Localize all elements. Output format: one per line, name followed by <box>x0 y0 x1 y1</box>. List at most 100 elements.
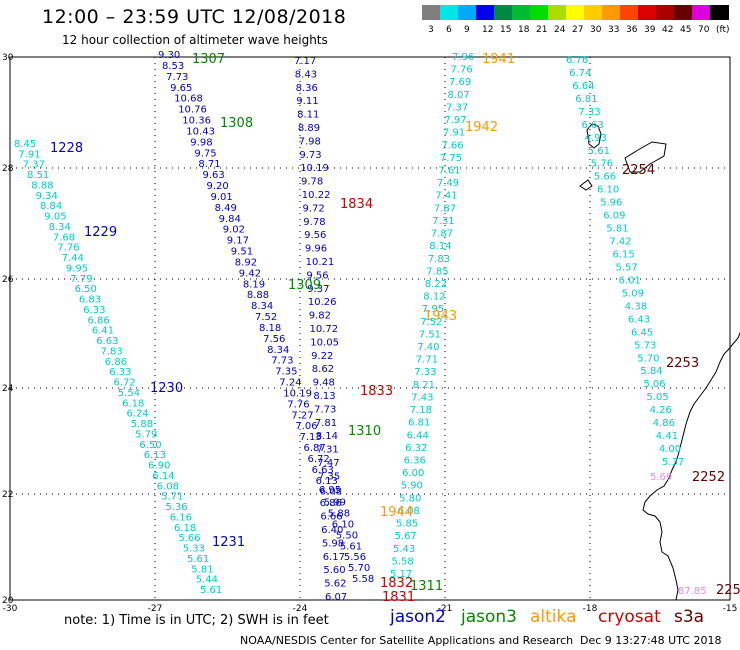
pass-time-label: 1230 <box>150 381 183 396</box>
wave-height-value: 6.08 <box>398 506 420 517</box>
wave-height-value: 5.33 <box>183 544 205 555</box>
wave-height-value: 9.34 <box>36 191 58 202</box>
scale-swatch <box>530 5 549 20</box>
wave-height-value: 6.32 <box>405 443 427 454</box>
wave-height-value: 6.87 <box>304 443 326 454</box>
pass-time-label: 1834 <box>340 197 373 212</box>
scale-label: 21 <box>536 25 548 35</box>
page-subtitle: 12 hour collection of altimeter wave hei… <box>62 33 328 47</box>
wave-height-value: 8.53 <box>162 61 184 72</box>
wave-height-value: 7.33 <box>578 107 600 118</box>
scale-label: 70 <box>698 25 710 35</box>
pass-time-label: 1944 <box>380 505 413 520</box>
wave-height-value: 5.81 <box>606 224 628 235</box>
y-tick-label: 30 <box>2 53 14 63</box>
wave-height-value: 8.34 <box>251 301 273 312</box>
wave-height-value: 7.97 <box>444 115 466 126</box>
wave-height-value: 5.61 <box>588 146 610 157</box>
wave-height-value: 87.85 <box>678 586 707 597</box>
wave-height-value: 7.40 <box>417 342 439 353</box>
wave-height-value: 10.21 <box>306 257 335 268</box>
wave-height-value: 8.12 <box>423 292 445 303</box>
pass-time-label: 1310 <box>348 424 381 439</box>
wave-height-value: 9.98 <box>190 137 212 148</box>
pass-time-label: 1309 <box>288 278 321 293</box>
wave-height-value: 9.82 <box>309 311 331 322</box>
wave-height-value: 10.19 <box>283 388 312 399</box>
scale-swatch <box>512 5 531 20</box>
wave-height-value: 8.07 <box>448 90 470 101</box>
wave-height-value: 7.83 <box>101 346 123 357</box>
scale-label: 45 <box>680 25 692 35</box>
scale-label: 42 <box>662 25 674 35</box>
wave-height-value: 6.64 <box>572 81 594 92</box>
wave-height-value: 5.54 <box>118 388 140 399</box>
wave-height-value: 8.88 <box>31 181 53 192</box>
wave-height-value: 5.57 <box>616 263 638 274</box>
wave-height-value: 6.41 <box>92 326 114 337</box>
pass-time-label: 1228 <box>50 141 83 156</box>
y-tick-label: 26 <box>2 275 14 285</box>
wave-height-value: 9.20 <box>207 181 229 192</box>
pass-time-label: 1307 <box>192 52 225 67</box>
wave-height-value: 7.52 <box>255 312 277 323</box>
wave-height-value: 6.86 <box>88 315 110 326</box>
wave-height-value: 7.18 <box>410 405 432 416</box>
wave-height-value: 6.17 <box>323 552 345 563</box>
wave-height-value: 9.30 <box>158 50 180 61</box>
pass-time-label: 225 <box>716 583 740 598</box>
wave-height-value: 6.63 <box>312 465 334 476</box>
canary-island-1 <box>586 123 602 149</box>
wave-height-value: 7.87 <box>431 229 453 240</box>
wave-height-value: 7.49 <box>437 178 459 189</box>
wave-height-value: 6.16 <box>170 512 192 523</box>
wave-height-value: 10.19 <box>300 163 329 174</box>
x-tick-label: -24 <box>293 604 308 614</box>
x-tick-label: -21 <box>438 604 453 614</box>
wave-height-value: 7.37 <box>23 160 45 171</box>
wave-height-value: 9.63 <box>203 170 225 181</box>
wave-height-value: 7.73 <box>271 356 293 367</box>
legend-cryosat: cryosat <box>598 607 661 627</box>
wave-height-value: 10.76 <box>178 105 207 116</box>
wave-height-value: 5.88 <box>131 419 153 430</box>
pass-time-label: 2254 <box>622 163 655 178</box>
scale-swatch <box>548 5 567 20</box>
wave-height-value: 6.86 <box>320 498 342 509</box>
wave-height-value: 5.66 <box>178 533 200 544</box>
footer-timestamp: Dec 9 13:27:48 UTC 2018 <box>580 634 722 647</box>
wave-height-value: 9.75 <box>194 148 216 159</box>
wave-height-value: 6.09 <box>603 211 625 222</box>
scale-swatch <box>674 5 693 20</box>
wave-height-value: 7.24 <box>279 378 301 389</box>
scale-swatch <box>458 5 477 20</box>
pass-time-label: 1308 <box>220 116 253 131</box>
wave-height-value: 8.34 <box>267 345 289 356</box>
wave-height-value: 6.00 <box>402 468 424 479</box>
x-tick-label: -18 <box>583 604 598 614</box>
scale-swatch <box>440 5 459 20</box>
wave-height-value: 8.34 <box>49 222 71 233</box>
wave-height-value: 8.45 <box>14 139 36 150</box>
wave-height-value: 5.79 <box>135 429 157 440</box>
wave-height-value: 6.14 <box>152 471 174 482</box>
wave-height-value: 7.73 <box>166 72 188 83</box>
wave-height-value: 7.47 <box>317 458 339 469</box>
wave-height-value: 5.98 <box>322 538 344 549</box>
wave-height-value: 9.78 <box>303 217 325 228</box>
wave-height-value: 7.87 <box>434 203 456 214</box>
wave-height-value: 7.96 <box>452 52 474 63</box>
scale-label: 33 <box>608 25 620 35</box>
wave-height-value: 9.01 <box>211 192 233 203</box>
wave-height-value: 6.83 <box>79 295 101 306</box>
wave-height-value: 5.09 <box>622 288 644 299</box>
wave-height-value: 6.86 <box>105 357 127 368</box>
y-tick-label: 22 <box>2 490 13 500</box>
wave-height-value: 7.31 <box>432 216 454 227</box>
wave-height-value: 8.71 <box>198 159 220 170</box>
wave-height-value: 8.11 <box>297 110 319 121</box>
wave-height-value: 10.22 <box>302 190 331 201</box>
scale-swatch <box>584 5 603 20</box>
wave-height-value: 9.73 <box>299 150 321 161</box>
wave-height-value: 8.21 <box>413 380 435 391</box>
